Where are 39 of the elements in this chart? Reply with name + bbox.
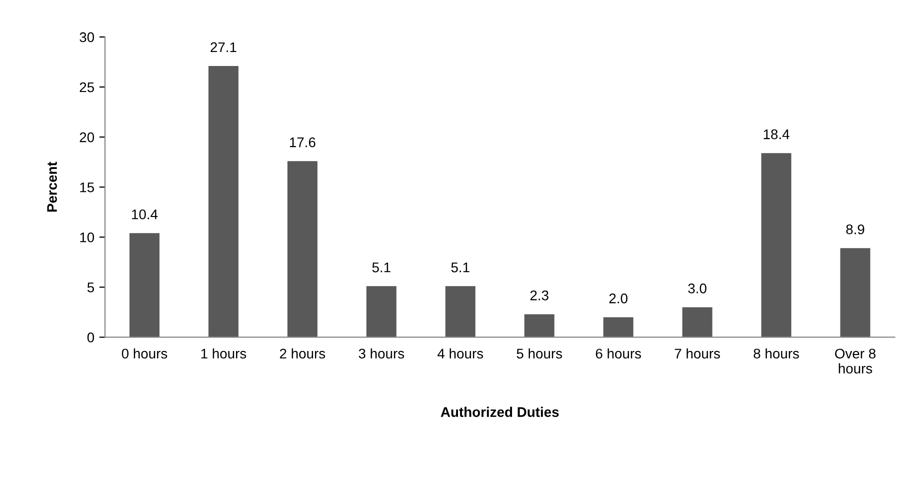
data-label: 27.1: [210, 42, 236, 52]
data-label: 17.6: [290, 137, 316, 148]
bar: [761, 153, 792, 338]
y-tick-label: 25: [80, 82, 94, 92]
y-tick-label: 0: [87, 332, 94, 342]
bar: [129, 233, 160, 338]
bar: [208, 66, 238, 338]
data-label: 10.4: [132, 209, 158, 220]
x-tick-label: 4 hours: [438, 348, 484, 359]
x-tick-label: 3 hours: [358, 348, 404, 359]
y-tick-label: 5: [87, 282, 94, 292]
x-tick-label: Over 8 hours: [835, 348, 876, 374]
y-axis-title: Percent: [47, 162, 57, 212]
x-tick-label: 8 hours: [754, 348, 799, 359]
y-tick-label: 10: [80, 232, 94, 242]
bar: [682, 307, 712, 338]
x-tick-label: 6 hours: [596, 348, 641, 359]
x-tick-label: 1 hours: [201, 348, 246, 359]
bar: [524, 314, 554, 338]
bar: [366, 286, 396, 338]
x-tick-label: 7 hours: [674, 348, 720, 359]
x-tick-label: 0 hours: [122, 348, 168, 359]
data-label: 8.9: [846, 224, 864, 234]
bar: [445, 286, 476, 338]
bar: [603, 317, 634, 338]
y-tick-label: 30: [80, 32, 94, 42]
x-axis-title: Authorized Duties: [440, 406, 559, 417]
y-tick-label: 20: [80, 132, 94, 142]
data-label: 3.0: [688, 283, 706, 294]
x-tick-label: 2 hours: [280, 348, 326, 359]
bar: [840, 248, 870, 338]
data-label: 18.4: [764, 129, 790, 140]
data-label: 2.0: [609, 294, 628, 304]
data-label: 5.1: [451, 262, 470, 272]
x-tick-label: 5 hours: [516, 348, 562, 359]
data-label: 5.1: [372, 262, 390, 272]
data-label: 2.3: [530, 290, 548, 300]
bar: [287, 161, 318, 338]
y-tick-label: 15: [80, 182, 94, 192]
